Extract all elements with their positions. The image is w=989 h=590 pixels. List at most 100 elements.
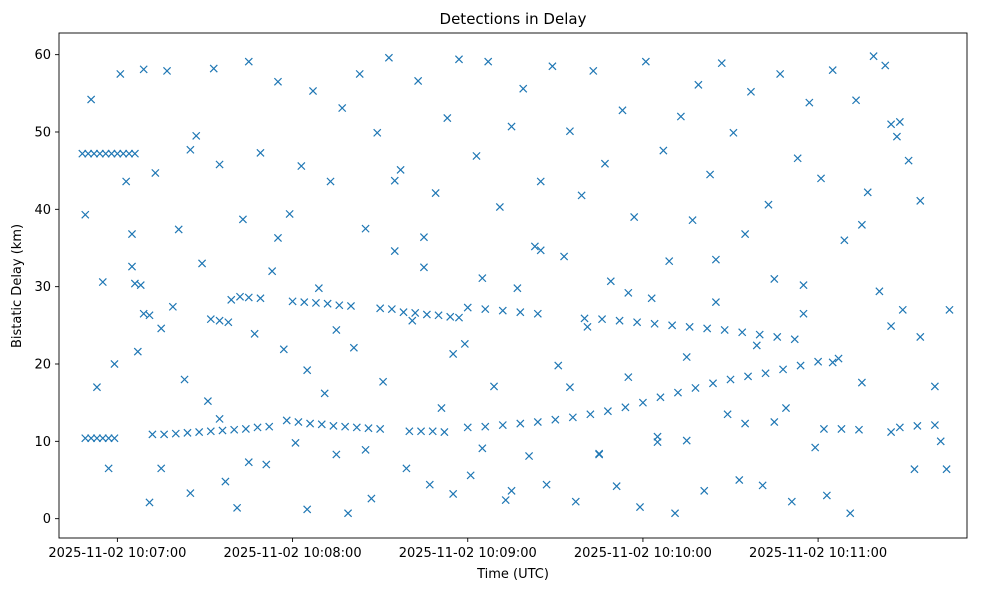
data-point [793, 154, 802, 163]
data-point [554, 361, 563, 370]
data-point [516, 308, 525, 317]
data-point [373, 128, 382, 137]
data-point [308, 86, 318, 96]
data-point [244, 293, 253, 302]
data-point [466, 471, 475, 480]
data-point [741, 230, 750, 239]
data-point [198, 259, 207, 268]
data-point [425, 480, 434, 489]
data-point [110, 359, 119, 369]
data-point [233, 503, 242, 512]
data-point [449, 349, 458, 358]
data-point [828, 66, 837, 75]
data-point [790, 335, 799, 344]
data-point [265, 422, 274, 431]
data-point [428, 427, 437, 436]
data-point [682, 436, 691, 445]
data-point [130, 149, 139, 158]
data-point [930, 382, 939, 391]
data-point [624, 288, 633, 297]
data-point [297, 161, 306, 171]
plot-frame [58, 32, 968, 539]
data-point [396, 165, 405, 174]
data-point [834, 354, 843, 363]
data-point [349, 343, 358, 352]
data-point [700, 486, 709, 495]
x-tick-label: 2025-11-02 10:08:00 [224, 546, 362, 561]
data-point [262, 460, 271, 469]
data-point [755, 330, 764, 339]
data-point [227, 295, 236, 304]
x-axis-label: Time (UTC) [476, 567, 549, 582]
data-point [139, 309, 148, 318]
data-point [273, 233, 282, 242]
data-point [454, 55, 464, 64]
data-point [449, 489, 458, 498]
data-point [95, 149, 104, 158]
data-point [104, 434, 113, 443]
data-point [612, 482, 621, 491]
data-point [507, 486, 516, 495]
data-point [816, 174, 826, 183]
data-point [489, 382, 499, 391]
data-point [533, 309, 542, 318]
data-point [174, 225, 183, 234]
data-point [104, 464, 113, 473]
data-point [498, 421, 507, 430]
data-point [113, 149, 122, 158]
data-point [311, 298, 320, 307]
data-point [676, 112, 685, 121]
y-tick-label: 0 [43, 512, 51, 527]
data-point [81, 434, 90, 443]
data-point [303, 505, 312, 514]
data-point [127, 230, 137, 239]
data-point [84, 149, 93, 158]
data-point [536, 177, 545, 186]
data-point [78, 149, 87, 158]
data-point [291, 438, 300, 447]
data-point [819, 424, 828, 433]
data-point [463, 423, 472, 432]
data-point [244, 458, 253, 467]
data-point [638, 398, 647, 407]
data-point [148, 430, 157, 439]
plot-area [78, 52, 954, 518]
data-point [621, 403, 630, 412]
data-point [282, 416, 291, 425]
data-point [936, 437, 945, 446]
data-point [215, 316, 224, 325]
data-point [495, 202, 504, 212]
data-point [916, 196, 925, 205]
data-point [361, 445, 370, 454]
data-point [776, 69, 785, 79]
data-point [481, 422, 490, 431]
data-point [139, 65, 148, 74]
data-point [688, 216, 697, 225]
data-point [92, 434, 101, 443]
y-tick-label: 10 [34, 435, 51, 450]
data-point [224, 318, 233, 327]
data-point [665, 257, 674, 266]
data-point [726, 375, 735, 384]
data-point [346, 301, 355, 311]
data-point [437, 404, 446, 413]
data-point [411, 308, 420, 317]
data-point [650, 319, 659, 328]
data-point [463, 303, 472, 312]
data-point [758, 481, 767, 490]
data-point [799, 309, 808, 318]
data-point [887, 322, 896, 331]
y-tick-label: 40 [34, 203, 51, 218]
data-point [317, 420, 326, 429]
data-point [98, 434, 107, 443]
data-point [738, 328, 747, 337]
data-point [344, 509, 353, 518]
data-point [218, 426, 227, 435]
data-point [303, 366, 312, 375]
data-point [288, 297, 297, 306]
data-point [332, 450, 341, 459]
data-point [659, 146, 668, 155]
data-point [852, 96, 861, 105]
